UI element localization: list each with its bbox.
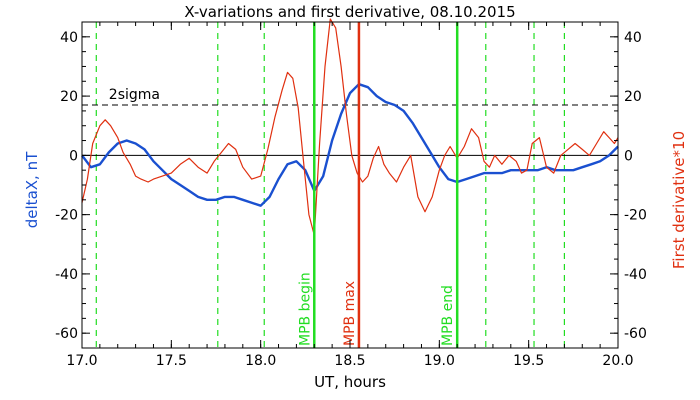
y-right-tick-label: 40	[624, 30, 642, 46]
series-line-derivative	[81, 18, 619, 236]
x-tick-label: 17.5	[156, 353, 187, 369]
y-tick-label: -40	[55, 267, 78, 283]
y-tick-label: 40	[60, 30, 78, 46]
x-tick-label: 17.0	[66, 353, 97, 369]
y-tick-label: 0	[69, 148, 78, 164]
y-right-tick-label: 0	[624, 148, 633, 164]
x-tick-label: 18.5	[334, 353, 365, 369]
y-right-tick-label: -60	[624, 326, 647, 342]
y-tick-label: 20	[60, 89, 78, 105]
y-axis-label-right: First derivative*10	[670, 131, 688, 269]
y-tick-label: -20	[55, 208, 78, 224]
y-right-tick-label: -40	[624, 267, 647, 283]
threshold-label: 2sigma	[109, 87, 160, 103]
y-right-tick-label: 20	[624, 89, 642, 105]
x-tick-label: 19.5	[513, 353, 544, 369]
x-tick-label: 18.0	[245, 353, 276, 369]
y-tick-label: -60	[55, 326, 78, 342]
marker-label: MPB end	[440, 285, 456, 346]
x-tick-label: 19.0	[424, 353, 455, 369]
series-line-deltaX	[81, 82, 619, 207]
marker-label: MPB begin	[297, 272, 313, 346]
chart-title: X-variations and first derivative, 08.10…	[184, 3, 515, 21]
y-axis-label-left: deltaX, nT	[23, 151, 41, 228]
x-axis-label: UT, hours	[314, 373, 386, 391]
plot-area: 2sigma MPB begin MPB max MPB end 17.0 17.5 18.…	[55, 18, 647, 369]
x-tick-label: 20.0	[602, 353, 633, 369]
marker-label: MPB max	[342, 281, 358, 346]
y-right-tick-label: -20	[624, 208, 647, 224]
